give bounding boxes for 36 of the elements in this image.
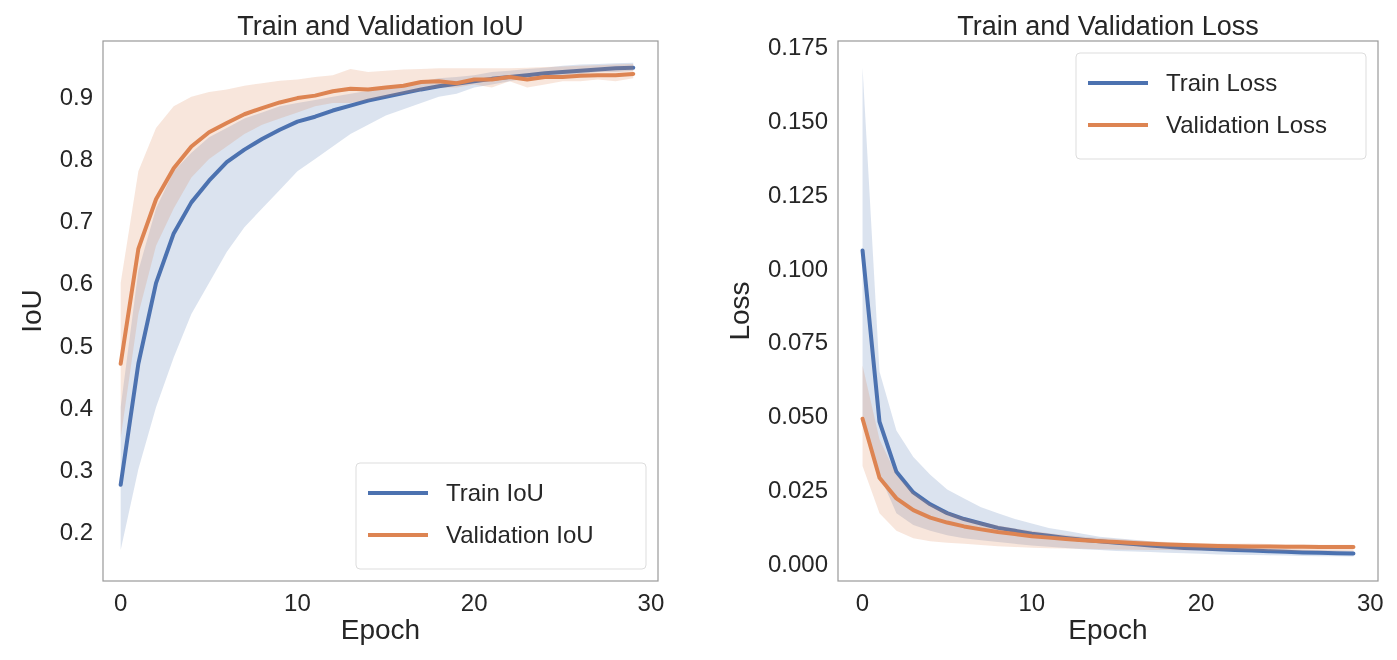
y-tick-label: 0.7 xyxy=(59,207,93,235)
x-tick-label: 10 xyxy=(1018,589,1046,616)
y-tick-label: 0.8 xyxy=(59,145,93,173)
line-series xyxy=(118,71,636,366)
legend-label: Train Loss xyxy=(1166,69,1278,97)
x-tick-label: 30 xyxy=(1357,589,1384,616)
x-tick-label: 10 xyxy=(284,589,311,616)
x-tick-label: 20 xyxy=(460,589,488,616)
legend-label: Validation Loss xyxy=(1166,111,1327,139)
line-series xyxy=(860,416,1356,550)
y-tick-label: 0.150 xyxy=(767,107,828,135)
y-axis-title: Loss xyxy=(723,281,755,341)
y-tick-label: 0.3 xyxy=(59,455,93,483)
chart-title: Train and Validation IoU xyxy=(237,11,524,41)
y-tick-label: 0.9 xyxy=(59,83,93,111)
x-tick-label: 0 xyxy=(855,589,870,616)
y-tick-label: 0.000 xyxy=(767,549,828,577)
y-tick-label: 0.100 xyxy=(767,254,828,282)
x-axis-title: Epoch xyxy=(340,614,421,645)
y-tick-label: 0.125 xyxy=(767,180,828,208)
legend-label: Validation IoU xyxy=(446,521,594,549)
x-tick-label: 30 xyxy=(637,589,665,616)
legend-label: Train IoU xyxy=(446,479,544,507)
y-axis-title: IoU xyxy=(15,289,47,333)
x-axis-title: Epoch xyxy=(1068,614,1148,645)
x-tick-label: 0 xyxy=(114,589,128,616)
y-tick-label: 0.6 xyxy=(59,269,93,297)
y-tick-label: 0.5 xyxy=(59,331,93,359)
y-tick-label: 0.2 xyxy=(59,517,93,545)
y-tick-label: 0.4 xyxy=(59,393,93,421)
x-tick-label: 20 xyxy=(1187,589,1215,616)
y-tick-label: 0.075 xyxy=(767,328,828,356)
chart-title: Train and Validation Loss xyxy=(957,11,1259,41)
y-tick-label: 0.025 xyxy=(767,475,828,503)
y-tick-label: 0.175 xyxy=(767,33,828,61)
y-tick-label: 0.050 xyxy=(767,402,828,430)
